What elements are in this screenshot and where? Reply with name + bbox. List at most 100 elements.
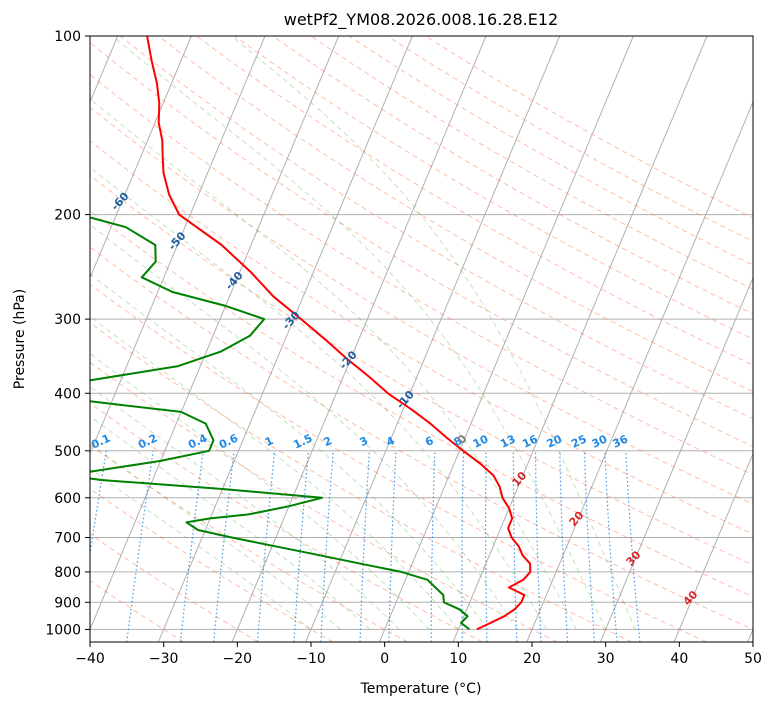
x-axis: −40 −30 −20 −10 0 10 20 30 40 50 (75, 642, 762, 667)
moist-adiabat-line (230, 36, 636, 630)
isoline-labels: 0.10.20.40.611.52346810131620253036-100-… (0, 110, 701, 608)
isotherm-label: 40 (681, 588, 701, 608)
dry-adiabat-line (234, 36, 753, 340)
x-tick-label: 10 (449, 651, 467, 667)
isotherm-label: 20 (567, 509, 587, 529)
isotherm-line (90, 36, 266, 455)
isotherm-line (157, 36, 413, 642)
isotherm-label: 30 (624, 548, 644, 568)
x-tick-label: 20 (523, 651, 541, 667)
moist-adiabat-line (90, 273, 489, 630)
y-tick-label: 700 (54, 531, 81, 547)
isotherm-label: -10 (394, 388, 417, 412)
isotherm-label: -40 (223, 269, 246, 293)
mixing-ratio-line (179, 450, 204, 642)
isotherm-line (90, 36, 340, 631)
dry-adiabat-line (158, 36, 753, 393)
dry-adiabat-line (90, 488, 334, 642)
y-tick-label: 900 (54, 595, 81, 611)
x-tick-label: −20 (223, 651, 253, 667)
mixing-ratio-line (126, 450, 154, 642)
plot-area: 0.10.20.40.611.52346810131620253036-100-… (0, 36, 753, 642)
x-axis-label: Temperature (°C) (360, 681, 482, 697)
moist-adiabat-line (112, 36, 607, 630)
background-lines (90, 36, 753, 642)
mixing-ratio-line (604, 450, 618, 642)
mixing-ratio-line (293, 450, 309, 642)
x-tick-label: 40 (670, 651, 688, 667)
mixing-ratio-line (625, 450, 641, 642)
moist-adiabat-line (90, 98, 577, 630)
y-axis-label: Pressure (hPa) (12, 289, 28, 389)
plot-frame (89, 35, 754, 643)
moist-adiabat-line (90, 353, 430, 630)
dry-adiabat-line (386, 36, 753, 242)
mixing-ratio-line (583, 450, 596, 642)
mixing-ratio-label: 0.6 (217, 431, 240, 451)
dry-adiabat-line (90, 210, 753, 598)
mixing-ratio-line (559, 450, 569, 642)
mixing-ratio-line (430, 450, 436, 642)
isotherm-line (378, 36, 634, 642)
mixing-ratio-label: 20 (545, 432, 565, 450)
mixing-ratio-line (320, 450, 334, 642)
mixing-ratio-label: 0.4 (186, 431, 209, 451)
isotherm-line (452, 36, 708, 642)
mixing-ratio-line (213, 450, 235, 642)
dry-adiabat-line (90, 283, 707, 642)
moist-adiabat-line (90, 467, 312, 630)
isotherm-line (673, 452, 753, 642)
isotherm-label: -30 (280, 308, 303, 332)
mixing-ratio-line (388, 450, 397, 642)
dry-adiabat-line (90, 322, 633, 642)
moist-adiabat-line (90, 224, 518, 630)
isotherm-line (747, 628, 753, 642)
isotherm-line (526, 100, 753, 642)
isotherm-line (90, 36, 192, 280)
dry-adiabat-line (90, 533, 259, 642)
mixing-ratio-label: 2 (322, 434, 334, 449)
moist-adiabat-line (90, 315, 459, 630)
isotherm-line (231, 36, 487, 642)
dry-adiabat-line (90, 361, 558, 642)
y-tick-label: 300 (54, 312, 81, 328)
y-tick-label: 1000 (45, 622, 81, 638)
isotherm-line (305, 36, 561, 642)
mixing-ratio-label: 36 (611, 432, 631, 450)
x-tick-label: −40 (75, 651, 105, 667)
dry-adiabat-line (90, 402, 483, 642)
mixing-ratio-label: 0.1 (89, 432, 112, 452)
x-tick-label: 30 (597, 651, 615, 667)
temperature-line (146, 36, 532, 631)
y-tick-label: 800 (54, 565, 81, 581)
dry-adiabat-line (90, 41, 753, 448)
mixing-ratio-label: 0.2 (136, 432, 159, 452)
x-tick-label: −10 (296, 651, 326, 667)
chart-title: wetPf2_YM08.2026.008.16.28.E12 (284, 10, 558, 30)
dry-adiabat-line (90, 106, 753, 505)
y-tick-label: 100 (54, 29, 81, 45)
moist-adiabat-line (90, 386, 400, 630)
x-tick-label: 0 (380, 651, 389, 667)
mixing-ratio-label: 16 (520, 432, 540, 450)
mixing-ratio-label: 13 (498, 432, 517, 450)
dry-adiabat-line (196, 36, 753, 366)
mixing-ratio-line (359, 450, 370, 642)
y-tick-label: 600 (54, 491, 81, 507)
isotherm-label: -70 (52, 150, 75, 174)
dry-adiabat-line (90, 174, 753, 566)
dry-adiabat-line (310, 36, 753, 290)
isotherm-label: -80 (0, 110, 18, 134)
series-layer (90, 36, 532, 631)
y-tick-label: 500 (54, 444, 81, 460)
dewpoint-line (90, 216, 471, 631)
moist-adiabat-line (90, 166, 548, 630)
moist-adiabat-line (90, 415, 371, 630)
y-axis: 100 200 300 400 500 600 700 800 900 1000 (45, 29, 90, 638)
isotherm-label: -50 (166, 229, 189, 253)
mixing-ratio-label: 10 (471, 432, 491, 450)
y-tick-label: 400 (54, 386, 81, 402)
mixing-ratio-label: 30 (590, 432, 610, 450)
dry-adiabat-line (90, 246, 753, 630)
